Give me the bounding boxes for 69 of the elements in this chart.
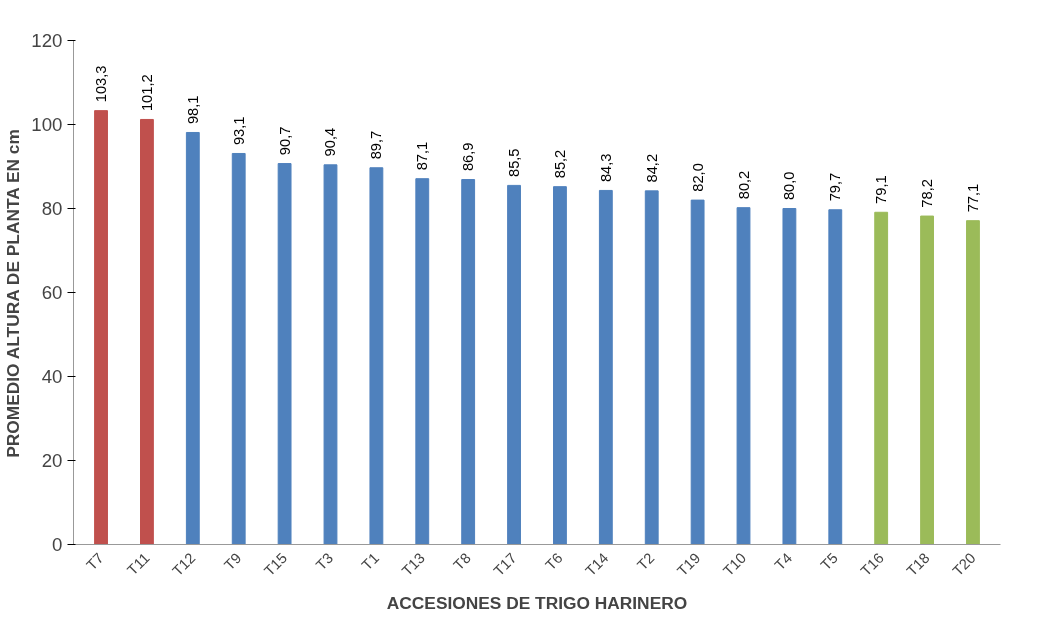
x-tick-label: T10 — [720, 549, 750, 580]
data-label: 79,1 — [873, 175, 890, 204]
bar — [736, 207, 751, 545]
x-tick-label: T12 — [169, 549, 199, 580]
x-tick-label: T14 — [582, 549, 612, 580]
bar — [94, 110, 108, 545]
x-tick-label: T4 — [771, 549, 796, 574]
bar — [461, 179, 476, 545]
y-tick-label: 80 — [41, 198, 63, 219]
x-tick-label: T5 — [817, 549, 841, 574]
x-tick-label: T19 — [674, 549, 704, 580]
data-label: 90,7 — [276, 126, 293, 156]
data-label: 79,7 — [827, 172, 844, 202]
bar — [369, 167, 384, 545]
data-label: 84,3 — [597, 153, 614, 183]
bar — [644, 190, 659, 545]
x-tick-label: T8 — [450, 549, 474, 574]
x-tick-label: T17 — [490, 549, 520, 580]
data-label: 80,0 — [781, 171, 798, 201]
data-label: 78,2 — [919, 179, 936, 208]
y-tick-label: 40 — [41, 366, 63, 387]
y-tick-label: 100 — [31, 114, 63, 135]
bar — [323, 164, 338, 545]
x-tick-label: T3 — [312, 549, 337, 574]
data-label: 90,4 — [322, 127, 339, 157]
x-tick-label: T1 — [358, 549, 383, 574]
data-label: 101,2 — [138, 74, 155, 112]
data-label: 103,3 — [93, 65, 110, 103]
data-label: 84,2 — [643, 153, 660, 183]
y-tick-label: 120 — [31, 30, 63, 51]
y-axis-title: PROMEDIO ALTURA DE PLANTA EN cm — [3, 129, 24, 458]
x-tick-label: T13 — [398, 549, 428, 580]
bar — [507, 184, 521, 545]
y-tick-label: 0 — [52, 534, 63, 555]
bar — [782, 208, 797, 545]
x-tick-label: T20 — [949, 549, 979, 580]
x-tick-label: T9 — [220, 549, 245, 574]
data-label: 80,2 — [735, 170, 752, 200]
x-tick-label: T7 — [83, 549, 107, 574]
x-tick-label: T6 — [542, 549, 566, 574]
bar — [553, 186, 567, 545]
data-label: 86,9 — [460, 142, 477, 172]
bar — [966, 220, 980, 545]
data-label: 98,1 — [184, 95, 201, 125]
bar — [231, 152, 246, 545]
x-axis-title: ACCESIONES DE TRIGO HARINERO — [386, 592, 688, 613]
bar — [598, 189, 613, 545]
bar — [920, 215, 934, 545]
data-label: 93,1 — [230, 116, 247, 146]
x-tick-label: T11 — [124, 549, 153, 579]
data-label: 85,2 — [551, 149, 568, 179]
bar — [140, 118, 154, 545]
bar — [690, 199, 705, 545]
x-tick-label: T2 — [633, 549, 658, 574]
data-label: 89,7 — [368, 130, 385, 160]
y-tick-label: 20 — [41, 450, 63, 471]
data-label: 77,1 — [964, 183, 981, 213]
bar — [828, 209, 843, 545]
data-label: 87,1 — [414, 141, 431, 171]
y-tick-label: 60 — [41, 282, 63, 303]
x-tick-label: T15 — [261, 549, 291, 580]
bar — [874, 211, 889, 545]
bar — [185, 131, 200, 545]
bar — [415, 178, 430, 545]
data-label: 85,5 — [506, 148, 523, 177]
bar — [277, 163, 292, 545]
x-tick-label: T18 — [903, 549, 933, 580]
x-tick-label: T16 — [857, 549, 887, 580]
data-label: 82,0 — [689, 163, 706, 192]
